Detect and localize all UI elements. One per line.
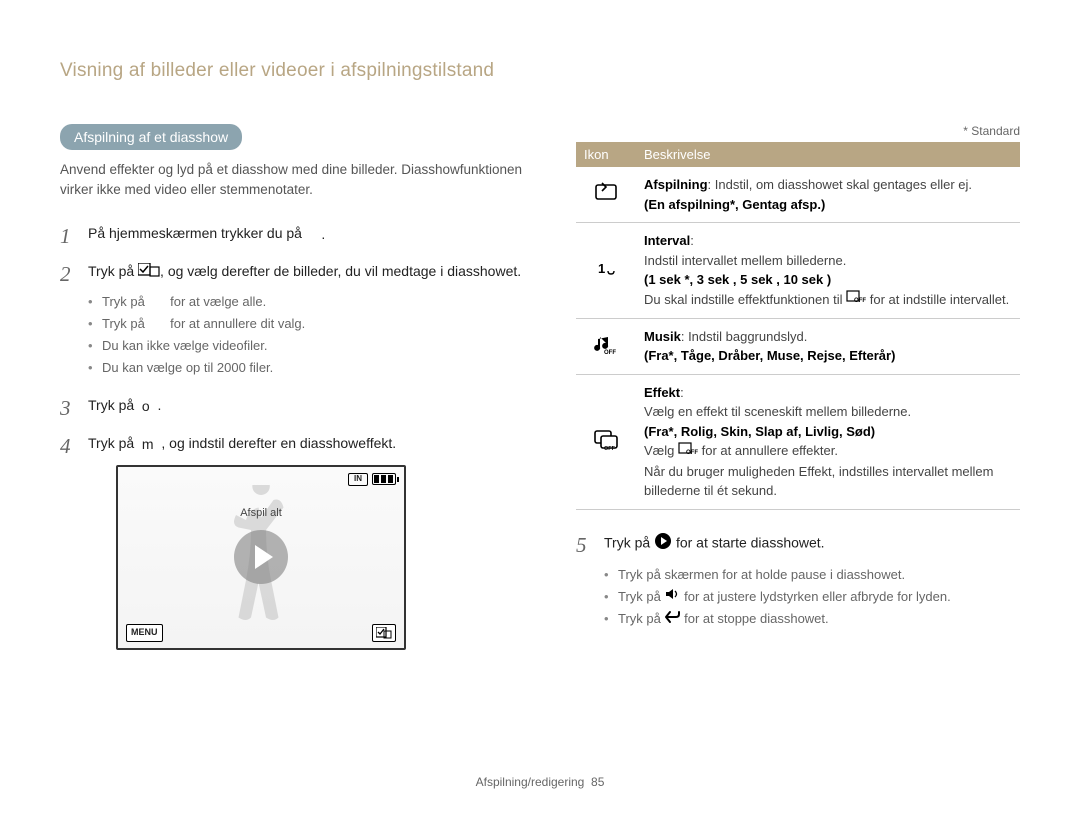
step-3-text-b: .	[158, 397, 162, 413]
play-button-icon	[234, 530, 288, 584]
table-row: Afspilning: Indstil, om diasshowet skal …	[576, 167, 1020, 223]
step-2: Tryk på , og vælg derefter de billeder, …	[60, 261, 540, 379]
step-5-text-b: for at starte diasshowet.	[676, 534, 825, 550]
row2-title: Interval	[644, 233, 690, 248]
svg-text:OFF: OFF	[604, 350, 616, 355]
step-1-text: På hjemmeskærmen trykker du på	[88, 225, 302, 241]
row4-desc: Vælg en effekt til sceneskift mellem bil…	[644, 404, 911, 419]
section-pill: Afspilning af et diasshow	[60, 124, 242, 150]
screen-play-all-label: Afspil alt	[240, 505, 282, 522]
step-2-sub-0: Tryk på for at vælge alle.	[88, 291, 540, 313]
table-header-desc: Beskrivelse	[636, 142, 1020, 167]
step-5-sub-3: Tryk på for at stoppe diasshowet.	[604, 608, 1020, 631]
row1-opts: (En afspilning*, Gentag afsp.)	[644, 197, 825, 212]
back-icon	[664, 609, 680, 631]
ok-icon: o	[138, 396, 154, 417]
row4-opts: (Fra*, Rolig, Skin, Slap af, Livlig, Sød…	[644, 424, 875, 439]
step-2-sub-1: Tryk på for at annullere dit valg.	[88, 313, 540, 335]
settings-table: Ikon Beskrivelse Afspilning: Indstil, om…	[576, 142, 1020, 510]
svg-text:OFF: OFF	[604, 446, 616, 450]
svg-text:1: 1	[598, 261, 605, 276]
row4-note2: Når du bruger muligheden Effekt, indstil…	[644, 464, 993, 499]
row3-desc: : Indstil baggrundslyd.	[681, 329, 807, 344]
step-4-text-b: , og indstil derefter en diasshoweffekt.	[161, 435, 396, 451]
table-row: 1 Interval: Indstil intervallet mellem b…	[576, 223, 1020, 319]
select-icon	[138, 262, 160, 283]
page-footer: Afspilning/redigering 85	[0, 775, 1080, 789]
repeat-icon	[576, 167, 636, 223]
footer-section: Afspilning/redigering	[476, 775, 585, 789]
step-4-text-a: Tryk på	[88, 435, 134, 451]
table-row: OFF Effekt: Vælg en effekt til sceneskif…	[576, 374, 1020, 509]
screen-check-button	[372, 624, 396, 642]
row2-note-b: for at indstille intervallet.	[870, 292, 1009, 307]
row2-opts: (1 sek *, 3 sek , 5 sek , 10 sek )	[644, 272, 831, 287]
step-5-sub3-b: for at stoppe diasshowet.	[684, 611, 829, 626]
camera-screen-preview: IN Afspil alt MENU	[116, 465, 406, 650]
step-2-sub-3: Du kan vælge op til 2000 filer.	[88, 357, 540, 379]
step-5-sub-2: Tryk på for at justere lydstyrken eller …	[604, 586, 1020, 609]
step-5-sub2-a: Tryk på	[618, 589, 661, 604]
table-header-icon: Ikon	[576, 142, 636, 167]
effect-icon: OFF	[576, 374, 636, 509]
row3-opts: (Fra*, Tåge, Dråber, Muse, Rejse, Efterå…	[644, 348, 895, 363]
row2-desc: Indstil intervallet mellem billederne.	[644, 253, 846, 268]
row1-desc: : Indstil, om diasshowet skal gentages e…	[708, 177, 972, 192]
step-5-sub2-b: for at justere lydstyrken eller afbryde …	[684, 589, 951, 604]
menu-glyph-icon: m	[138, 434, 157, 455]
row4-note-b: for at annullere effekter.	[702, 443, 838, 458]
standard-footnote: * Standard	[576, 124, 1020, 138]
step-1: På hjemmeskærmen trykker du på .	[60, 223, 540, 245]
row3-title: Musik	[644, 329, 681, 344]
effect-off-icon-2: OFF	[678, 442, 698, 462]
row4-note-a: Vælg	[644, 443, 674, 458]
step-5-sublist: Tryk på skærmen for at holde pause i dia…	[604, 564, 1020, 631]
page-header: Visning af billeder eller videoer i afsp…	[60, 60, 1020, 82]
step-5-sub-1: Tryk på skærmen for at holde pause i dia…	[604, 564, 1020, 586]
step-5: Tryk på for at starte diasshowet. Tryk p…	[576, 532, 1020, 631]
row2-note-a: Du skal indstille effektfunktionen til	[644, 292, 842, 307]
step-2-sublist: Tryk på for at vælge alle. Tryk på for a…	[88, 291, 540, 379]
row4-title: Effekt	[644, 385, 680, 400]
interval-icon: 1	[576, 223, 636, 319]
step-3-text-a: Tryk på	[88, 397, 134, 413]
screen-menu-button: MENU	[126, 624, 163, 642]
step-3: Tryk på o .	[60, 395, 540, 417]
step-5-sub3-a: Tryk på	[618, 611, 661, 626]
intro-text: Anvend effekter og lyd på et diasshow me…	[60, 160, 540, 199]
memory-in-icon: IN	[348, 473, 368, 486]
svg-text:OFF: OFF	[854, 298, 866, 304]
footer-page: 85	[591, 775, 604, 789]
step-2-text-b: , og vælg derefter de billeder, du vil m…	[160, 263, 521, 279]
svg-text:OFF: OFF	[686, 450, 698, 456]
table-row: OFF Musik: Indstil baggrundslyd. (Fra*, …	[576, 318, 1020, 374]
volume-icon	[664, 586, 680, 608]
step-5-text-a: Tryk på	[604, 534, 650, 550]
home-icon: .	[306, 224, 325, 245]
step-4: Tryk på m , og indstil derefter en diass…	[60, 433, 540, 650]
play-start-icon	[654, 532, 672, 556]
music-icon: OFF	[576, 318, 636, 374]
step-2-text-a: Tryk på	[88, 263, 134, 279]
step-2-sub-2: Du kan ikke vælge videofiler.	[88, 335, 540, 357]
row1-title: Afspilning	[644, 177, 708, 192]
effect-off-icon: OFF	[846, 290, 866, 310]
battery-icon	[372, 473, 396, 485]
